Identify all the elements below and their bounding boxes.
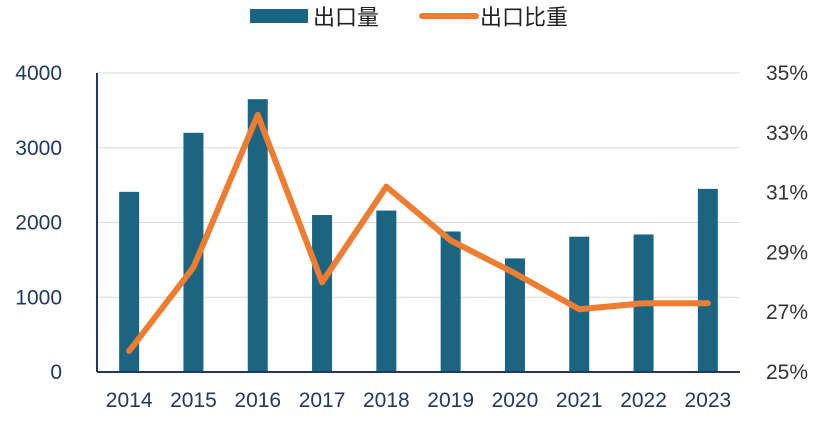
y-tick-label-right: 31% [766, 182, 808, 205]
y-tick-label-right: 35% [766, 62, 808, 85]
y-tick-label-left: 2000 [15, 212, 62, 235]
bar-2016 [247, 99, 268, 372]
line-point-2017 [321, 281, 323, 283]
gridlines [97, 72, 740, 298]
line-point-2020 [514, 272, 516, 274]
line-point-2019 [450, 239, 452, 241]
y-tick-label-left: 0 [50, 361, 62, 384]
line-series [126, 111, 711, 355]
bar-2017 [312, 215, 333, 372]
x-tick-label: 2022 [620, 389, 667, 412]
x-tick-label: 2016 [234, 389, 281, 412]
y-axis-left-ticks: 0 1000 2000 3000 4000 [15, 62, 62, 384]
x-tick-label: 2018 [363, 389, 410, 412]
y-tick-label-left: 3000 [15, 137, 62, 160]
line-export-share [126, 111, 711, 355]
bar-2023 [697, 188, 718, 372]
x-tick-label: 2019 [427, 389, 474, 412]
line-point-2015 [192, 266, 194, 268]
bar-2019 [440, 231, 461, 372]
y-tick-label-left: 4000 [15, 62, 62, 85]
x-axis-ticks: 2014 2015 2016 2017 2018 2019 2020 2021 2022 2023 [106, 389, 731, 412]
line-point-2022 [643, 302, 645, 304]
legend-label-export-volume: 出口量 [313, 6, 379, 31]
bar-series [119, 99, 718, 372]
bar-2018 [376, 210, 397, 372]
x-tick-label: 2017 [299, 389, 346, 412]
y-tick-label-right: 29% [766, 241, 808, 264]
bar-2014 [119, 191, 140, 372]
legend-swatch-export-volume [250, 9, 308, 23]
y-tick-label-right: 27% [766, 301, 808, 324]
x-tick-label: 2021 [556, 389, 603, 412]
y-axis-right-ticks: 25% 27% 29% 31% 33% 35% [766, 62, 808, 384]
line-point-2014 [128, 350, 130, 352]
line-point-2023 [707, 302, 709, 304]
line-point-2018 [385, 186, 387, 188]
bar-2015 [183, 132, 204, 372]
bar-2020 [504, 258, 525, 372]
axes [96, 73, 740, 373]
legend: 出口量 出口比重 [250, 6, 568, 31]
bar-2021 [569, 236, 590, 372]
line-point-2016 [257, 114, 259, 116]
y-tick-label-left: 1000 [15, 286, 62, 309]
x-tick-label: 2015 [170, 389, 217, 412]
legend-label-export-share: 出口比重 [480, 6, 568, 31]
y-tick-label-right: 33% [766, 122, 808, 145]
y-tick-label-right: 25% [766, 361, 808, 384]
x-tick-label: 2014 [106, 389, 153, 412]
x-tick-label: 2023 [684, 389, 731, 412]
line-point-2021 [578, 308, 580, 310]
x-tick-label: 2020 [492, 389, 539, 412]
